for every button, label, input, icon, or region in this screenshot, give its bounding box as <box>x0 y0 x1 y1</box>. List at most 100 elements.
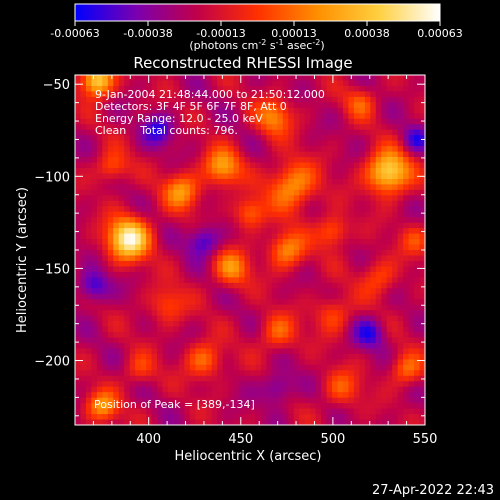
heatmap-cell <box>178 217 185 224</box>
heatmap-cell <box>370 342 377 349</box>
heatmap-cell <box>315 146 322 152</box>
heatmap-cell <box>200 107 207 114</box>
heatmap-cell <box>151 80 158 87</box>
heatmap-cell <box>419 140 426 147</box>
heatmap-cell <box>408 348 415 355</box>
heatmap-cell <box>342 157 349 163</box>
heatmap-cell <box>167 250 174 256</box>
heatmap-cell <box>211 337 218 344</box>
heatmap-cell <box>217 124 224 131</box>
heatmap-cell <box>408 310 415 317</box>
heatmap-cell <box>342 102 349 109</box>
heatmap-cell <box>135 364 142 371</box>
heatmap-cell <box>167 271 174 278</box>
heatmap-cell <box>233 96 240 103</box>
heatmap-cell <box>244 419 251 426</box>
heatmap-cell <box>184 304 191 311</box>
heatmap-cell <box>157 364 163 371</box>
heatmap-cell <box>184 102 191 109</box>
heatmap-cell <box>255 135 262 142</box>
heatmap-cell <box>85 91 92 98</box>
heatmap-cell <box>124 392 131 399</box>
heatmap-cell <box>167 332 174 338</box>
heatmap-cell <box>255 233 262 240</box>
heatmap-cell <box>217 392 224 399</box>
heatmap-cell <box>250 337 256 344</box>
heatmap-cell <box>211 359 218 366</box>
heatmap-cell <box>359 173 366 180</box>
heatmap-cell <box>321 85 327 92</box>
heatmap-cell <box>353 124 360 131</box>
heatmap-cell <box>348 228 355 234</box>
heatmap-cell <box>113 353 120 360</box>
heatmap-cell <box>96 293 103 300</box>
heatmap-cell <box>222 299 229 306</box>
heatmap-cell <box>118 299 125 306</box>
heatmap-cell <box>364 118 371 125</box>
heatmap-cell <box>414 157 420 163</box>
heatmap-cell <box>348 266 355 273</box>
heatmap-cell <box>102 178 109 185</box>
heatmap-cell <box>293 113 300 120</box>
heatmap-cell <box>173 146 180 152</box>
heatmap-cell <box>189 244 196 251</box>
heatmap-cell <box>135 414 142 420</box>
heatmap-cell <box>102 342 109 349</box>
heatmap-cell <box>222 195 229 202</box>
heatmap-cell <box>353 206 360 213</box>
heatmap-cell <box>304 151 311 158</box>
heatmap-cell <box>239 233 245 240</box>
heatmap-cell <box>403 326 409 333</box>
heatmap-cell <box>403 173 409 180</box>
heatmap-cell <box>288 80 295 87</box>
heatmap-cell <box>118 206 125 213</box>
heatmap-cell <box>167 403 174 409</box>
heatmap-cell <box>91 277 98 284</box>
heatmap-cell <box>118 332 125 338</box>
heatmap-cell <box>135 277 142 284</box>
heatmap-cell <box>80 157 87 163</box>
heatmap-cell <box>244 107 251 114</box>
heatmap-cell <box>386 184 393 191</box>
heatmap-cell <box>332 326 338 333</box>
heatmap-cell <box>342 184 349 191</box>
heatmap-cell <box>403 107 409 114</box>
heatmap-cell <box>129 173 136 180</box>
heatmap-cell <box>91 102 98 109</box>
heatmap-cell <box>75 140 81 147</box>
heatmap-cell <box>228 266 234 273</box>
heatmap-cell <box>266 206 273 213</box>
heatmap-cell <box>195 342 202 349</box>
heatmap-cell <box>184 337 191 344</box>
heatmap-cell <box>364 250 371 256</box>
heatmap-cell <box>353 310 360 317</box>
heatmap-cell <box>129 403 136 409</box>
heatmap-cell <box>146 381 152 388</box>
heatmap-cell <box>310 348 317 355</box>
heatmap-cell <box>359 348 366 355</box>
heatmap-cell <box>244 195 251 202</box>
heatmap-cell <box>277 173 284 180</box>
heatmap-cell <box>195 397 202 404</box>
heatmap-cell <box>255 370 262 377</box>
heatmap-cell <box>419 293 426 300</box>
heatmap-cell <box>239 195 245 202</box>
heatmap-cell <box>342 342 349 349</box>
heatmap-cell <box>326 282 333 289</box>
heatmap-cell <box>397 75 404 81</box>
heatmap-cell <box>381 250 388 256</box>
heatmap-cell <box>403 348 409 355</box>
heatmap-cell <box>195 255 202 262</box>
heatmap-cell <box>277 146 284 152</box>
heatmap-cell <box>184 91 191 98</box>
heatmap-cell <box>250 326 256 333</box>
heatmap-cell <box>266 189 273 196</box>
heatmap-cell <box>135 140 142 147</box>
heatmap-cell <box>217 184 224 191</box>
heatmap-cell <box>375 75 382 81</box>
heatmap-cell <box>326 135 333 142</box>
heatmap-cell <box>288 75 295 81</box>
heatmap-cell <box>282 271 289 278</box>
heatmap-cell <box>310 233 317 240</box>
heatmap-cell <box>348 364 355 371</box>
